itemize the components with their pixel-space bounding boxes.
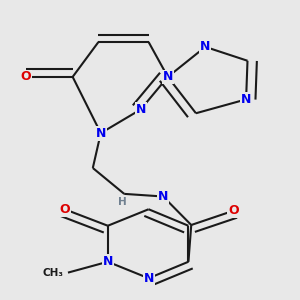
- Text: O: O: [228, 204, 239, 217]
- Text: O: O: [20, 70, 31, 83]
- Text: H: H: [118, 197, 127, 207]
- Text: N: N: [241, 93, 251, 106]
- Text: CH₃: CH₃: [42, 268, 63, 278]
- Text: N: N: [103, 255, 113, 268]
- Text: N: N: [163, 70, 173, 83]
- Text: N: N: [96, 127, 106, 140]
- Text: N: N: [135, 103, 146, 116]
- Text: O: O: [59, 203, 70, 216]
- Text: N: N: [200, 40, 211, 53]
- Text: N: N: [143, 272, 154, 285]
- Text: N: N: [158, 190, 168, 203]
